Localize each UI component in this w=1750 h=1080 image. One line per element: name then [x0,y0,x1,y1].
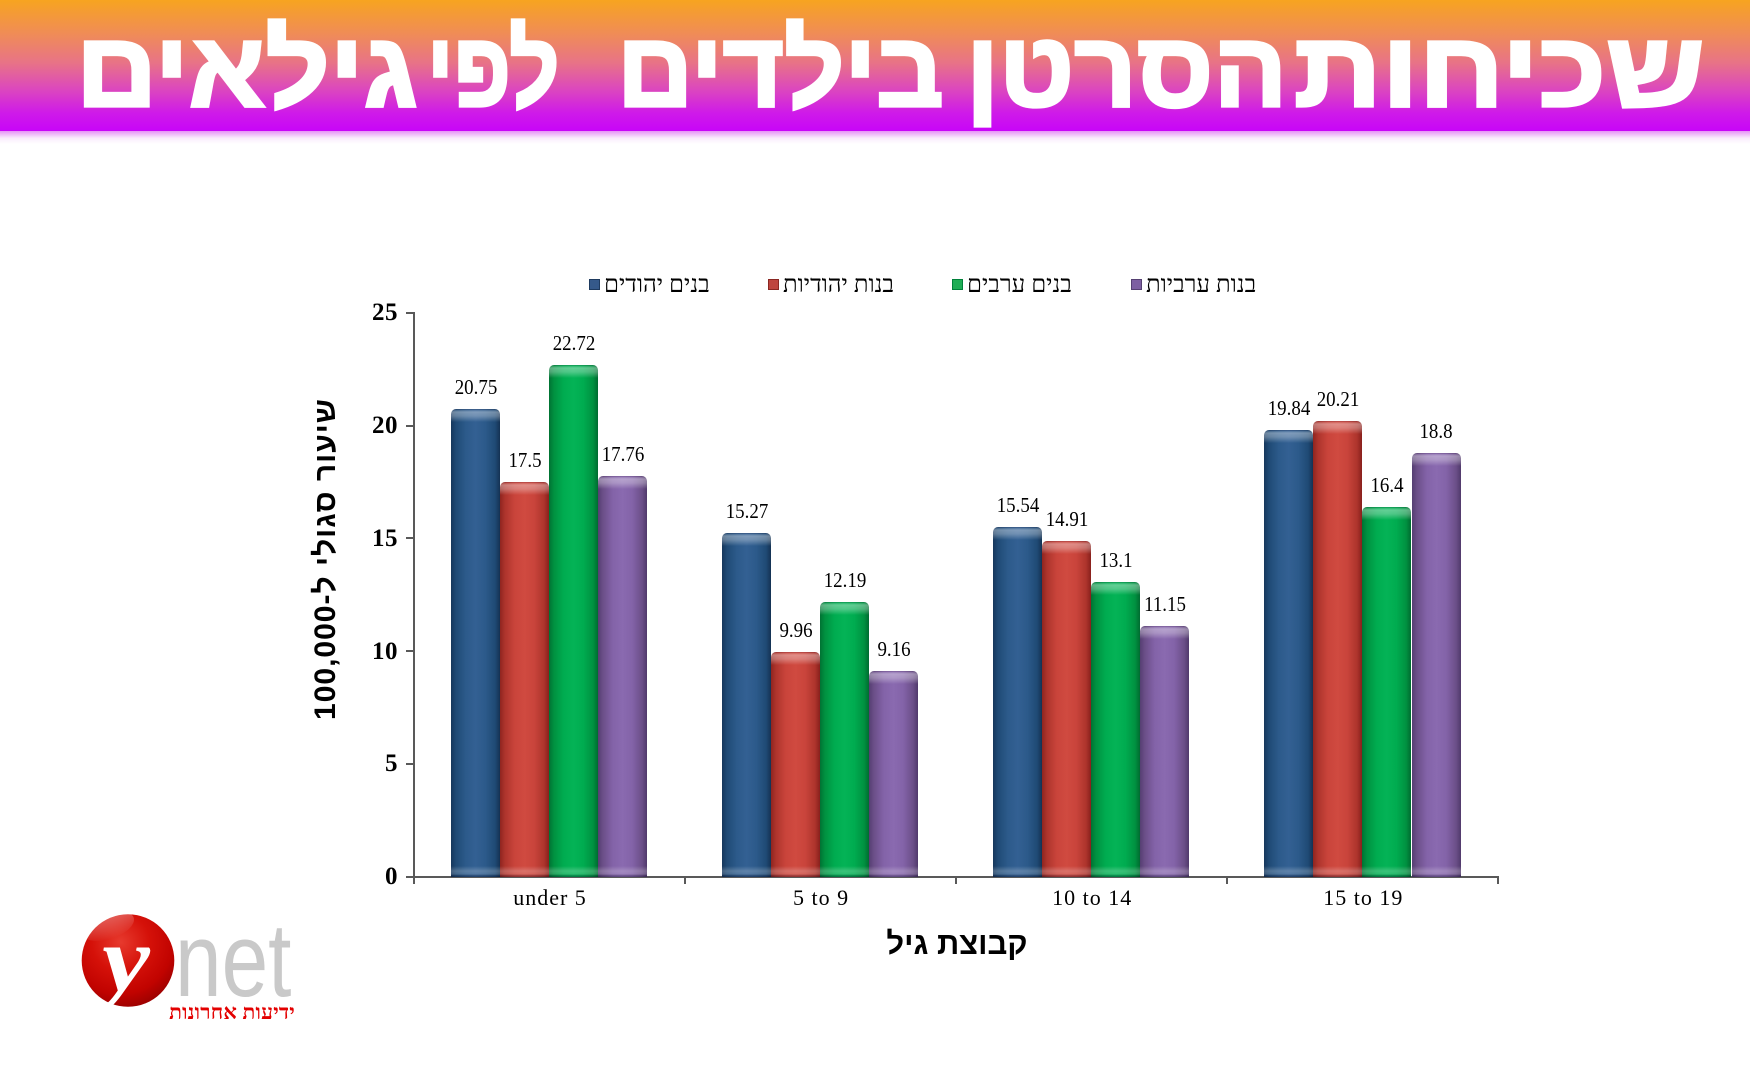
svg-text:ידיעות אחרונות: ידיעות אחרונות [169,1000,295,1024]
svg-text:net: net [175,901,291,1018]
